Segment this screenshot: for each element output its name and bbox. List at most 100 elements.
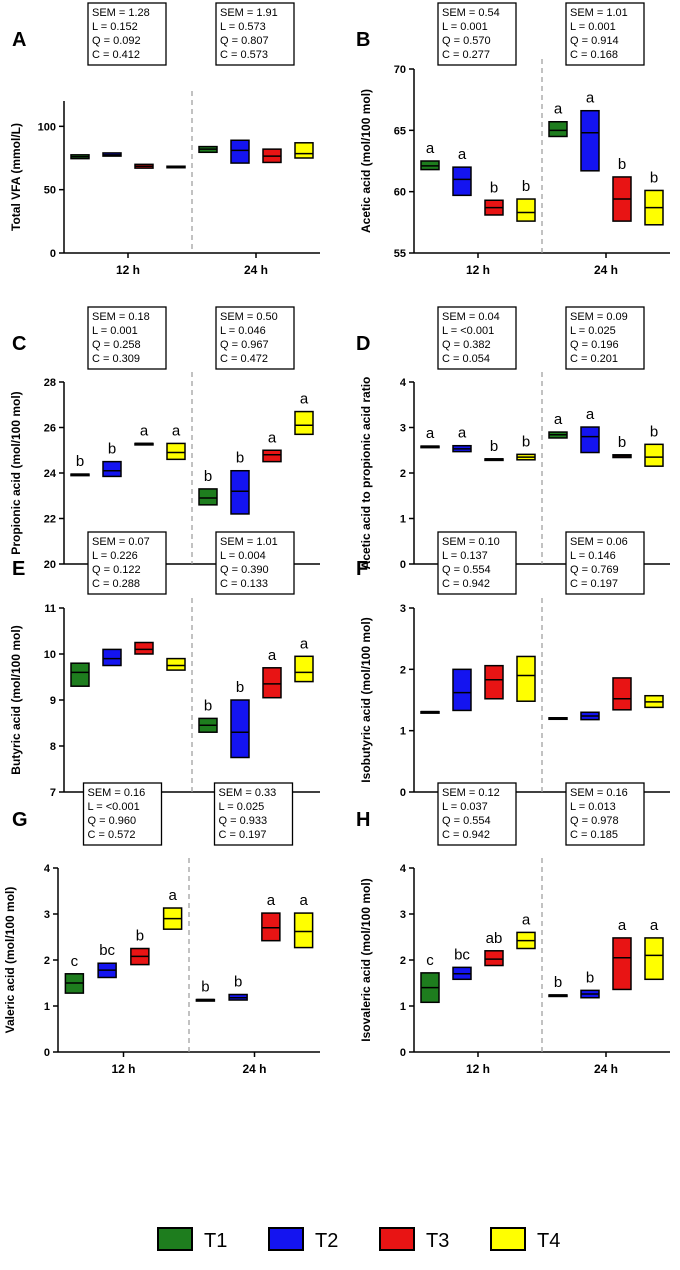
significance-letter: b (108, 441, 116, 458)
stats-line: C = 0.054 (442, 353, 490, 365)
y-tick-label: 26 (44, 423, 56, 435)
stats-line: L = 0.025 (219, 801, 265, 813)
stats-box-frame (565, 306, 645, 370)
significance-letter: a (554, 411, 563, 428)
significance-letter: a (426, 425, 435, 442)
stats-box: SEM = 0.09 L = 0.025 Q = 0.196 C = 0.201 (565, 306, 645, 370)
x-tick-label: 12 h (466, 1062, 490, 1076)
y-tick-label: 3 (400, 423, 406, 435)
stats-line: L = 0.001 (570, 21, 616, 33)
significance-letter: a (618, 917, 627, 934)
x-tick-label: 24 h (594, 263, 618, 277)
y-tick-label: 11 (44, 603, 56, 615)
significance-letter: b (236, 679, 244, 696)
stats-box: SEM = 0.07 L = 0.226 Q = 0.122 C = 0.288 (87, 531, 167, 595)
significance-letter: b (201, 979, 209, 996)
y-tick-label: 70 (394, 64, 406, 76)
stats-box: SEM = 0.10 L = 0.137 Q = 0.554 C = 0.942 (437, 531, 517, 595)
stats-box: SEM = 0.18 L = 0.001 Q = 0.258 C = 0.309 (87, 306, 167, 370)
panel-letter: G (12, 809, 28, 831)
box-t4 (294, 142, 314, 159)
y-axis-label: Total VFA (mmol/L) (9, 123, 23, 231)
box-t2 (102, 460, 122, 478)
y-tick-label: 4 (44, 863, 51, 875)
box-t3 (484, 950, 504, 967)
chart-panel-b: B Acetic acid (mol/100 mol) 55 60 65 70 12 h SE… (356, 2, 670, 277)
y-tick-label: 4 (400, 377, 407, 389)
box-t3 (612, 937, 632, 991)
box-t2 (230, 699, 250, 759)
panel-letter: F (356, 558, 368, 580)
y-tick-label: 20 (44, 559, 56, 571)
box-t1 (198, 488, 218, 506)
stats-box: SEM = 1.91 L = 0.573 Q = 0.807 C = 0.573 (215, 2, 295, 66)
box-t3 (262, 667, 282, 699)
stats-line: Q = 0.570 (442, 35, 491, 47)
stats-line: L = <0.001 (88, 801, 140, 813)
stats-line: L = <0.001 (442, 325, 494, 337)
stats-line: Q = 0.914 (570, 35, 619, 47)
y-tick-label: 0 (400, 1047, 406, 1059)
box-t1 (70, 662, 90, 687)
box-t2 (230, 469, 250, 515)
box-t2 (452, 668, 472, 712)
stats-line: L = 0.046 (220, 325, 266, 337)
significance-letter: a (268, 429, 277, 446)
x-tick-label: 12 h (111, 1062, 135, 1076)
stats-line: C = 0.942 (442, 829, 490, 841)
stats-line: SEM = 0.04 (442, 311, 500, 323)
stats-line: SEM = 0.54 (442, 7, 500, 19)
significance-letter: c (71, 953, 79, 970)
y-axis-label: Acetic acid (mol/100 mol) (359, 89, 373, 233)
stats-box-frame (82, 782, 163, 846)
y-axis-label: Butyric acid (mol/100 mol) (9, 625, 23, 774)
y-tick-label: 9 (50, 695, 56, 707)
significance-letter: bc (99, 942, 115, 959)
stats-line: SEM = 0.10 (442, 536, 500, 548)
y-tick-label: 100 (38, 121, 56, 133)
y-tick-label: 1 (400, 1001, 406, 1013)
legend-swatch-t4 (490, 1227, 526, 1251)
stats-line: C = 0.573 (220, 49, 268, 61)
y-tick-label: 2 (400, 955, 406, 967)
stats-box-frame (87, 531, 167, 595)
significance-letter: b (204, 697, 212, 714)
x-tick-label: 12 h (116, 263, 140, 277)
stats-line: C = 0.288 (92, 578, 140, 590)
legend-swatch-t1 (157, 1227, 193, 1251)
chart-panel-h: H Isovaleric acid (mol/100 mol) 0 1 2 3 4 12 h S… (356, 782, 670, 1076)
stats-box-frame (437, 2, 517, 66)
stats-line: SEM = 0.18 (92, 311, 150, 323)
stats-line: L = 0.573 (220, 21, 266, 33)
y-tick-label: 2 (44, 955, 50, 967)
significance-letter: a (267, 892, 276, 909)
significance-letter: b (136, 928, 144, 945)
significance-letter: b (76, 453, 84, 470)
stats-line: SEM = 1.91 (220, 7, 278, 19)
significance-letter: a (426, 140, 435, 157)
significance-letter: b (522, 178, 530, 195)
stats-line: C = 0.197 (570, 578, 618, 590)
box-t1 (548, 120, 568, 138)
legend-swatch-t2 (268, 1227, 304, 1251)
stats-line: L = 0.152 (92, 21, 138, 33)
panel-letter: C (12, 333, 26, 355)
stats-line: SEM = 0.16 (570, 787, 628, 799)
stats-box: SEM = 0.54 L = 0.001 Q = 0.570 C = 0.277 (437, 2, 517, 66)
significance-letter: a (458, 146, 467, 163)
stats-box: SEM = 1.01 L = 0.001 Q = 0.914 C = 0.168 (565, 2, 645, 66)
y-tick-label: 1 (44, 1001, 50, 1013)
y-tick-label: 50 (44, 185, 56, 197)
stats-line: Q = 0.390 (220, 564, 269, 576)
stats-box-frame (87, 2, 167, 66)
stats-line: C = 0.201 (570, 353, 618, 365)
y-tick-label: 1 (400, 514, 406, 526)
stats-line: Q = 0.122 (92, 564, 141, 576)
stats-line: SEM = 0.07 (92, 536, 150, 548)
significance-letter: a (554, 101, 563, 118)
stats-line: C = 0.412 (92, 49, 140, 61)
stats-line: SEM = 1.01 (220, 536, 278, 548)
significance-letter: a (586, 90, 595, 107)
y-tick-label: 0 (50, 248, 56, 260)
